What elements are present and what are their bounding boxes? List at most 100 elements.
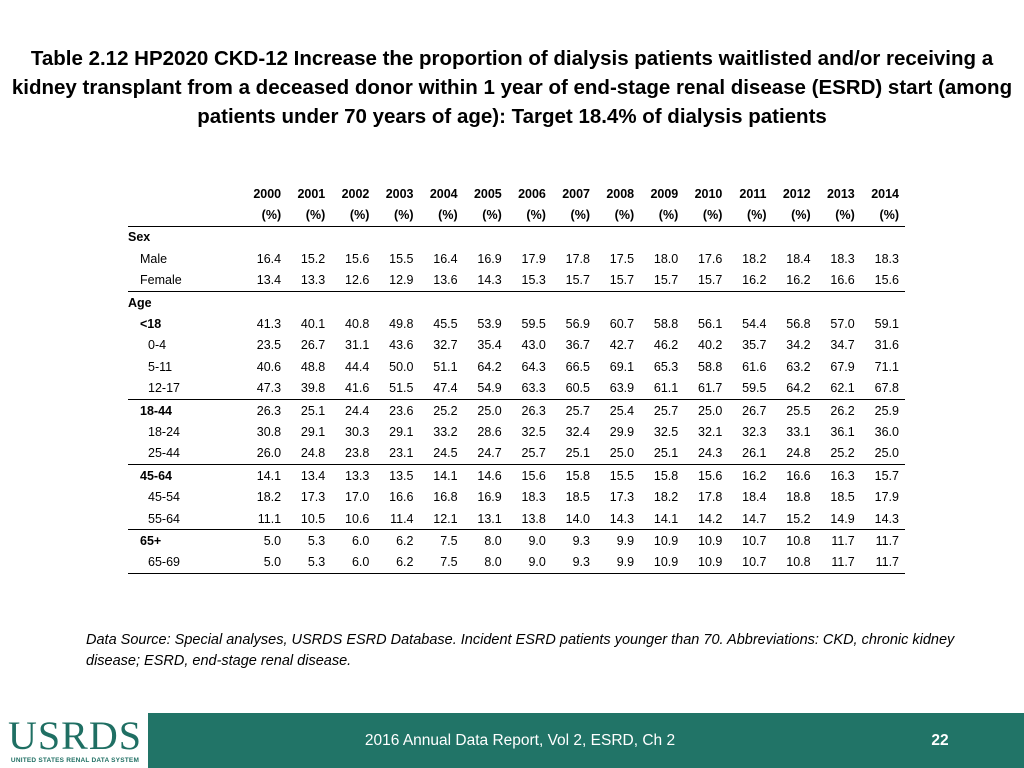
table-cell: 26.0 [256,446,282,461]
table-cell: 26.7 [300,338,326,353]
empty-cell [596,290,641,314]
table-cell: 36.1 [830,424,855,439]
table-cell: 6.0 [331,529,376,552]
table-cell: 12.6 [345,273,370,288]
table-cell: 9.0 [507,529,552,552]
table-cell: 6.0 [331,551,376,575]
table-row: 45-54 18.2 17.3 17.0 16.6 16.8 16.9 18.3 18.5 17.… [128,486,905,507]
table-cell: 25.9 [860,398,905,422]
table-cell: 23.5 [256,338,282,353]
row-label: <18 [140,317,162,332]
table-cell: 25.0 [874,446,899,461]
table-cell: 10.5 [300,511,326,526]
table-cell: 24.4 [331,398,376,422]
empty-cell [331,290,376,314]
table-cell: 69.1 [609,359,635,374]
data-table: 2000 2001 2002 2003 2004 2005 2006 2007 … [128,183,905,575]
table-cell: 6.2 [375,551,420,575]
table-row: 0-4 23.5 26.7 31.1 43.6 32.7 35.4 43.0 36.7 42.7 4… [128,335,905,356]
table-cell: 63.3 [521,381,546,396]
table-cell: 45.5 [433,317,458,332]
table-cell: 11.1 [257,511,282,526]
table-cell: 40.2 [698,338,723,353]
table-cell: 5.3 [287,551,332,575]
table-cell: 16.9 [477,490,502,505]
table-cell: 61.7 [698,381,723,396]
table-cell: 18.2 [653,490,679,505]
year-header: 2002 [341,186,370,201]
footer-bar: USRDS UNITED STATES RENAL DATA SYSTEM 20… [0,713,1024,768]
empty-cell [243,290,288,314]
table-cell: 11.4 [390,511,414,526]
table-row: Female 13.4 13.3 12.6 12.9 13.6 14.3 15.3 15.7 15… [128,270,905,292]
unit-header: (%) [243,204,288,227]
year-header: 2011 [739,186,767,201]
table-cell: 56.8 [786,317,811,332]
table-cell: 14.7 [742,511,767,526]
table-cell: 65.3 [653,359,679,374]
table-cell: 16.4 [256,251,282,266]
table-cell: 34.2 [786,338,811,353]
table-row: 5-11 40.6 48.8 44.4 50.0 51.1 64.2 64.3 66.5 69.1… [128,356,905,377]
unit-header: (%) [287,204,332,227]
table-cell: 9.0 [507,551,552,575]
table-cell: 12.9 [389,273,414,288]
table-cell: 16.9 [477,251,502,266]
table-cell: 56.1 [698,317,723,332]
row-label: Male [140,251,168,266]
table-cell: 66.5 [565,359,590,374]
table-cell: 18.4 [742,490,767,505]
table-cell: 16.6 [389,490,414,505]
row-label: 18-44 [128,398,243,422]
table-cell: 29.9 [609,424,635,439]
table-cell: 25.1 [287,398,332,422]
table-cell: 5.0 [243,551,288,575]
table-cell: 53.9 [477,317,502,332]
table-cell: 15.6 [684,464,729,487]
empty-cell [420,226,464,248]
table-cell: 12.1 [433,511,458,526]
table-cell: 58.8 [653,317,679,332]
table-cell: 25.0 [609,446,635,461]
table-row: 45-64 14.1 13.4 13.3 13.5 14.1 14.6 15.6 15.8 15.… [128,464,905,487]
table-cell: 43.0 [521,338,546,353]
section-row: Sex [128,226,905,248]
table-cell: 60.7 [609,317,635,332]
table-cell: 61.6 [742,359,767,374]
empty-cell [684,226,728,248]
table-cell: 15.6 [874,273,899,288]
table-cell: 15.7 [860,464,905,487]
empty-cell [552,226,596,248]
table-cell: 40.8 [345,317,370,332]
table-cell: 24.5 [433,446,458,461]
empty-cell [772,290,817,314]
table-cell: 14.3 [874,511,899,526]
table-row: 25-44 26.0 24.8 23.8 23.1 24.5 24.7 25.7 25.1 25.… [128,443,905,465]
table-cell: 31.6 [874,338,899,353]
table-cell: 35.7 [742,338,767,353]
empty-cell [508,226,552,248]
table-cell: 25.5 [772,398,817,422]
table-cell: 71.1 [874,359,899,374]
year-header: 2006 [518,186,546,201]
unit-header: (%) [419,204,464,227]
table-cell: 16.8 [433,490,458,505]
header-corner [128,204,243,227]
table-row: Male 16.4 15.2 15.6 15.5 16.4 16.9 17.9 17.8 17.5… [128,248,905,269]
table-cell: 13.5 [375,464,420,487]
table-cell: 15.5 [596,464,641,487]
row-label: Female [140,273,182,288]
empty-cell [773,226,817,248]
table-cell: 46.2 [653,338,679,353]
table-cell: 5.0 [243,529,288,552]
table-cell: 18.3 [874,251,899,266]
unit-header: (%) [728,204,773,227]
table-cell: 7.5 [419,529,464,552]
table-cell: 15.6 [345,251,370,266]
table-cell: 26.3 [507,398,552,422]
table-cell: 23.8 [345,446,370,461]
table-cell: 31.1 [345,338,370,353]
table-cell: 63.2 [786,359,811,374]
table-cell: 67.8 [874,381,899,396]
table-cell: 14.2 [698,511,723,526]
